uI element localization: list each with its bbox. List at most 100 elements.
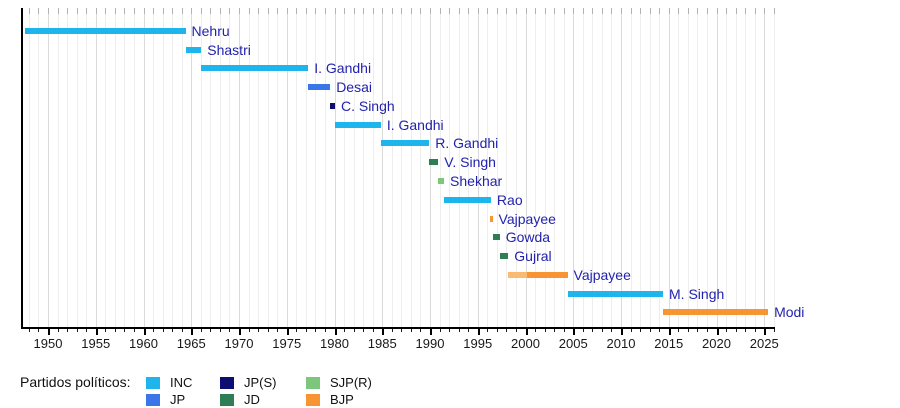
- legend-swatch-jp: [146, 393, 160, 406]
- gridline-year: [57, 8, 59, 328]
- gridline-year: [353, 8, 355, 328]
- gridline-year: [468, 8, 470, 328]
- x-tick-minor: [200, 328, 202, 332]
- gridline-year: [28, 8, 30, 328]
- pm-name-label: Desai: [336, 79, 372, 96]
- x-tick-minor: [296, 328, 298, 332]
- gridline-year: [601, 8, 603, 328]
- x-tick-label: 2000: [511, 336, 540, 351]
- x-tick-label: 1960: [129, 336, 158, 351]
- x-tick-major: [382, 328, 385, 335]
- x-tick-label: 2015: [654, 336, 684, 351]
- gridline-year: [200, 8, 202, 328]
- legend-swatch-jps: [220, 376, 234, 389]
- gridline-year: [382, 8, 384, 328]
- x-axis-line: [21, 327, 775, 329]
- x-tick-minor: [219, 328, 221, 332]
- x-tick-minor: [324, 328, 326, 332]
- top-tick: [28, 8, 30, 14]
- gridline-year: [344, 8, 346, 328]
- pm-term-bar: [499, 253, 509, 260]
- top-tick: [668, 8, 670, 14]
- x-tick-minor: [630, 328, 632, 332]
- x-tick-minor: [449, 328, 451, 332]
- pm-term-bar: [380, 140, 430, 147]
- pm-term-bar: [25, 27, 186, 34]
- gridline-year: [410, 8, 412, 328]
- pm-term-bar: [334, 121, 381, 128]
- x-tick-minor: [114, 328, 116, 332]
- top-tick: [601, 8, 603, 14]
- legend-swatch-sjpr: [306, 376, 320, 389]
- gridline-year: [735, 8, 737, 328]
- gridline-year: [305, 8, 307, 328]
- x-tick-minor: [535, 328, 537, 332]
- x-tick-minor: [582, 328, 584, 332]
- x-tick-minor: [105, 328, 107, 332]
- pm-name-label: Vajpayee: [573, 266, 631, 283]
- top-tick: [515, 8, 517, 14]
- x-tick-minor: [458, 328, 460, 332]
- pm-name-label: Nehru: [191, 22, 230, 39]
- pm-name-label: I. Gandhi: [314, 60, 372, 77]
- x-tick-minor: [687, 328, 689, 332]
- top-tick: [735, 8, 737, 14]
- gridline-year: [582, 8, 584, 328]
- legend-item: JP(S): [220, 374, 306, 391]
- top-tick: [563, 8, 565, 14]
- top-tick: [219, 8, 221, 14]
- x-tick-minor: [38, 328, 40, 332]
- gridline-year: [124, 8, 126, 328]
- pm-term-bar: [527, 271, 568, 278]
- pm-term-bar: [490, 215, 493, 222]
- x-tick-minor: [124, 328, 126, 332]
- x-tick-minor: [706, 328, 708, 332]
- x-tick-minor: [401, 328, 403, 332]
- x-tick-minor: [315, 328, 317, 332]
- x-tick-label: 2020: [702, 336, 731, 351]
- gridline-year: [487, 8, 489, 328]
- top-tick: [248, 8, 250, 14]
- x-tick-minor: [353, 328, 355, 332]
- pm-term-bar: [492, 234, 500, 241]
- gridline-year: [315, 8, 317, 328]
- x-tick-minor: [439, 328, 441, 332]
- x-tick-major: [239, 328, 241, 335]
- top-tick: [439, 8, 441, 14]
- x-tick-minor: [153, 328, 155, 332]
- x-tick-minor: [229, 328, 231, 332]
- top-tick: [286, 8, 288, 14]
- top-tick: [95, 8, 97, 14]
- gridline-year: [210, 8, 212, 328]
- x-tick-major: [716, 328, 719, 335]
- gridline-year: [611, 8, 613, 328]
- x-tick-minor: [57, 328, 59, 332]
- x-tick-minor: [420, 328, 422, 332]
- top-tick: [535, 8, 537, 14]
- gridline-year: [745, 8, 747, 328]
- gridline-year: [449, 8, 451, 328]
- x-tick-minor: [659, 328, 661, 332]
- top-tick: [706, 8, 708, 14]
- top-tick: [229, 8, 231, 14]
- top-tick: [640, 8, 642, 14]
- x-tick-label: 1955: [81, 336, 111, 351]
- x-tick-minor: [773, 328, 775, 332]
- gridline-year: [649, 8, 651, 328]
- gridline-year: [391, 8, 393, 328]
- x-tick-major: [48, 328, 50, 335]
- gridline-year: [773, 8, 775, 328]
- gridline-year: [621, 8, 622, 328]
- x-tick-minor: [697, 328, 699, 332]
- legend-item: JD: [220, 391, 306, 408]
- top-tick: [105, 8, 107, 14]
- gridline-year: [640, 8, 642, 328]
- top-tick: [382, 8, 384, 14]
- legend: INC JP(S) SJP(R) JP JD BJP: [146, 374, 372, 408]
- top-tick: [391, 8, 393, 14]
- top-tick: [258, 8, 260, 14]
- gridline-year: [267, 8, 269, 328]
- gridline-year: [296, 8, 298, 328]
- x-tick-label: 1965: [176, 336, 206, 351]
